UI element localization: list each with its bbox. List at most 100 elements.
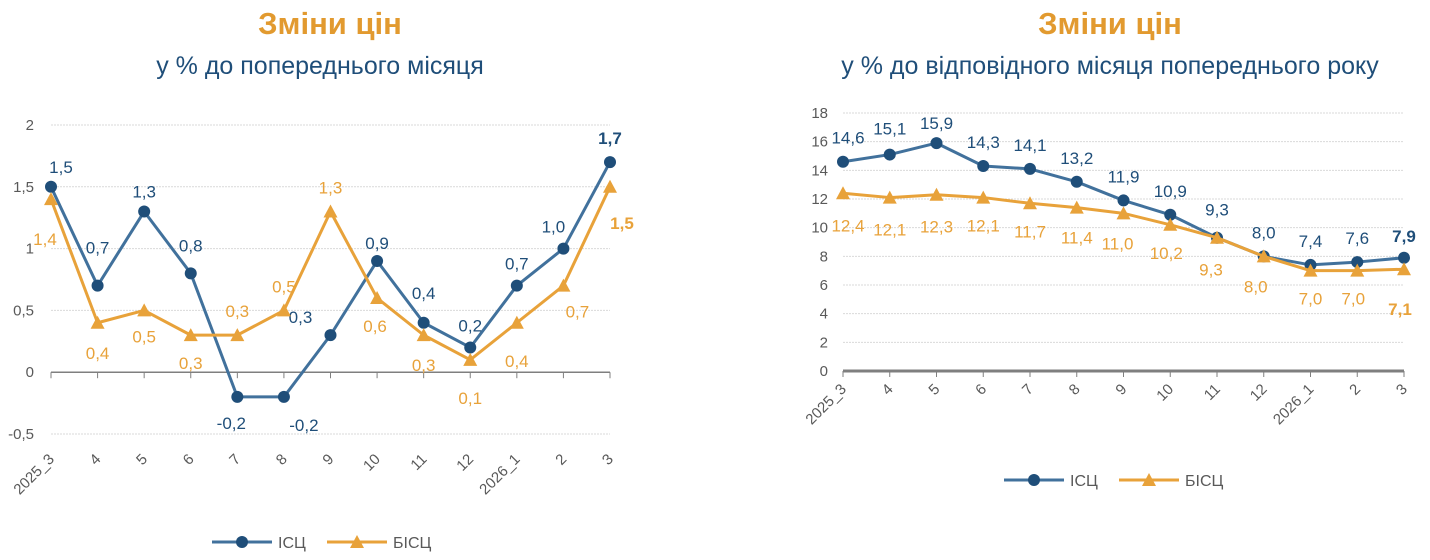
legend-triangle-marker xyxy=(350,535,364,548)
x-tick-label: 2026_1 xyxy=(476,451,523,498)
isc-data-point xyxy=(1117,194,1130,207)
bisc-data-label: 11,4 xyxy=(1061,229,1093,248)
bisc-data-label: 0,5 xyxy=(272,277,296,296)
legend-triangle-marker xyxy=(1142,473,1156,486)
bisc-data-label: 0,4 xyxy=(86,344,110,363)
y-tick-label: 0 xyxy=(26,364,34,381)
bisc-data-point xyxy=(90,315,105,329)
x-tick-label: 6 xyxy=(180,451,198,469)
isc-data-point xyxy=(138,205,151,218)
x-tick-label: 11 xyxy=(407,451,430,474)
bisc-data-point xyxy=(1303,263,1318,277)
isc-data-label: 8,0 xyxy=(1252,223,1276,242)
bisc-data-label: 1,5 xyxy=(610,214,634,233)
x-tick-label: 5 xyxy=(133,451,151,469)
left-chart-subtitle: у % до попереднього місяця xyxy=(156,52,484,80)
bisc-data-point xyxy=(836,186,850,200)
isc-data-label: 14,3 xyxy=(967,133,1000,152)
legend-label: ІСЦ xyxy=(1070,473,1098,490)
bisc-data-point xyxy=(183,328,198,342)
legend-label: БІСЦ xyxy=(393,535,432,552)
y-tick-label: 0,5 xyxy=(13,302,34,319)
isc-data-point xyxy=(184,267,197,280)
x-tick-label: 7 xyxy=(1019,381,1037,399)
bisc-data-point xyxy=(463,352,478,366)
legend-circle-marker xyxy=(1028,474,1040,486)
x-tick-label: 3 xyxy=(599,451,617,469)
x-tick-label: 12 xyxy=(1247,381,1271,405)
bisc-data-label: 0,3 xyxy=(179,354,203,373)
x-tick-label: 2 xyxy=(552,451,570,469)
isc-data-point xyxy=(417,316,430,329)
bisc-data-point xyxy=(137,303,152,317)
x-tick-label: 3 xyxy=(1393,381,1411,399)
bisc-data-label: 0,5 xyxy=(132,327,156,346)
isc-data-point xyxy=(1164,208,1177,221)
isc-data-label: 0,8 xyxy=(179,236,203,255)
x-tick-label: 6 xyxy=(972,381,990,399)
isc-data-label: 13,2 xyxy=(1060,149,1093,168)
isc-data-label: 1,0 xyxy=(542,218,566,237)
isc-data-label: 7,6 xyxy=(1345,229,1369,248)
bisc-data-point xyxy=(1023,196,1037,210)
y-tick-label: 12 xyxy=(811,191,828,208)
x-tick-label: 12 xyxy=(453,451,477,475)
bisc-data-label: 7,0 xyxy=(1341,290,1365,309)
bisc-data-point xyxy=(1163,217,1178,231)
bisc-data-label: 10,2 xyxy=(1150,244,1183,263)
bisc-data-point xyxy=(416,328,431,342)
bisc-data-label: 11,7 xyxy=(1014,222,1046,241)
isc-data-point xyxy=(45,180,57,193)
isc-data-label: 1,3 xyxy=(132,183,156,202)
x-tick-label: 8 xyxy=(1066,381,1084,399)
isc-data-point xyxy=(930,137,943,150)
bisc-data-point xyxy=(556,278,571,292)
x-tick-label: 5 xyxy=(925,381,943,399)
isc-data-point xyxy=(277,390,290,403)
isc-data-point xyxy=(324,329,337,342)
bisc-data-point xyxy=(323,204,338,218)
isc-data-point xyxy=(1398,251,1410,264)
bisc-data-point xyxy=(1350,263,1365,277)
isc-data-point xyxy=(91,279,104,292)
x-tick-label: 7 xyxy=(226,451,244,469)
isc-data-label: 7,9 xyxy=(1392,227,1416,246)
bisc-data-label: 0,7 xyxy=(566,303,590,322)
bisc-data-label: 8,0 xyxy=(1244,277,1268,296)
y-tick-label: 14 xyxy=(811,162,828,179)
isc-data-label: 1,7 xyxy=(598,129,622,148)
x-tick-label: 10 xyxy=(1153,381,1177,405)
isc-data-label: -0,2 xyxy=(217,414,246,433)
bisc-data-label: 11,0 xyxy=(1102,234,1134,253)
y-tick-label: 18 xyxy=(811,105,828,122)
bisc-data-point xyxy=(509,315,524,329)
bisc-data-label: 1,4 xyxy=(33,230,57,249)
bisc-data-point xyxy=(370,291,385,305)
y-tick-label: 2 xyxy=(26,117,34,134)
bisc-data-label: 12,1 xyxy=(967,217,1000,236)
x-tick-label: 4 xyxy=(879,381,897,399)
bisc-data-point xyxy=(44,192,58,206)
bisc-data-point xyxy=(603,179,617,193)
y-tick-label: 16 xyxy=(811,134,828,151)
bisc-data-label: 12,4 xyxy=(831,216,864,235)
isc-data-label: 14,6 xyxy=(831,129,864,148)
left-chart-title: Зміни цін xyxy=(258,6,402,41)
x-tick-label: 2025_3 xyxy=(802,381,849,428)
bisc-data-label: 0,3 xyxy=(226,302,250,321)
isc-data-point xyxy=(1024,162,1036,175)
bisc-data-point xyxy=(882,190,897,204)
x-tick-label: 9 xyxy=(319,451,337,469)
bisc-data-label: 9,3 xyxy=(1199,261,1223,280)
y-tick-label: 1 xyxy=(26,241,34,258)
isc-data-point xyxy=(510,279,523,292)
isc-data-label: 0,2 xyxy=(458,316,482,335)
bisc-data-label: 0,4 xyxy=(505,352,529,371)
bisc-data-point xyxy=(1069,200,1084,214)
isc-data-point xyxy=(837,155,849,168)
bisc-data-label: 1,3 xyxy=(319,179,343,198)
isc-data-label: 0,7 xyxy=(86,239,110,258)
bisc-data-point xyxy=(1116,206,1131,220)
x-tick-label: 11 xyxy=(1201,381,1224,404)
